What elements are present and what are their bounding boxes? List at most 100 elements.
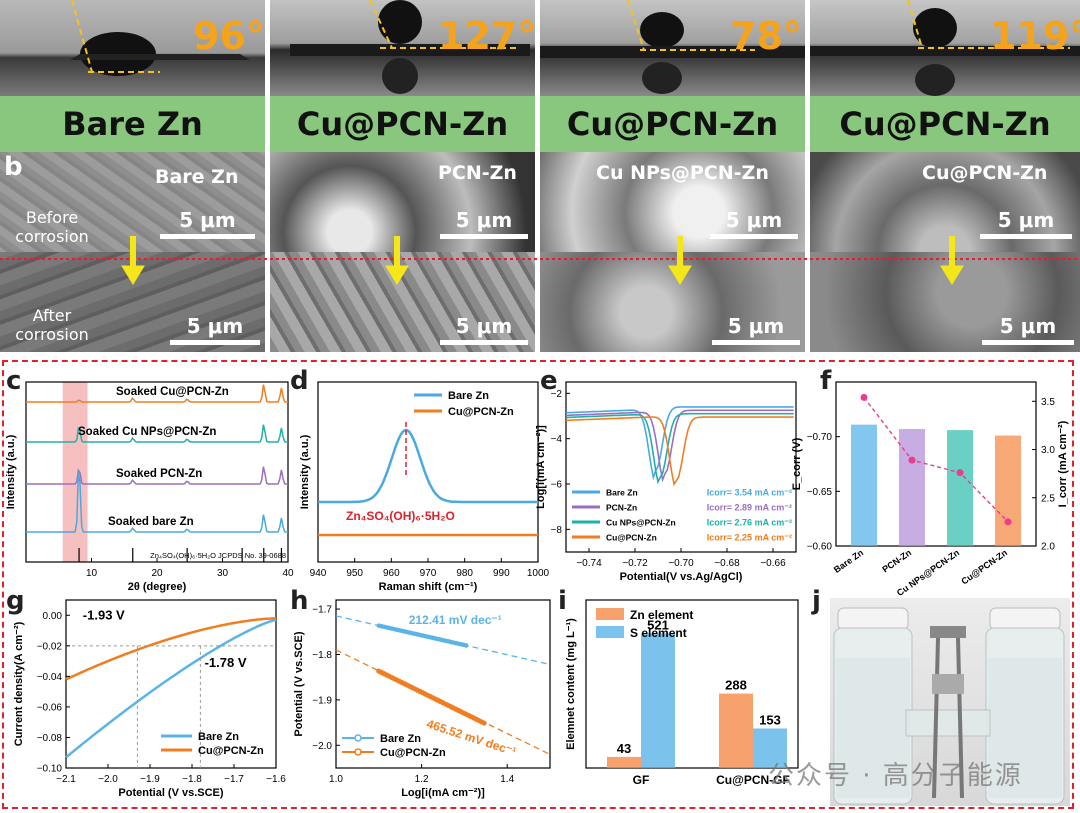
ecorr-bar bbox=[899, 429, 925, 546]
tafel-curve bbox=[565, 412, 794, 485]
element-bar bbox=[607, 756, 641, 768]
x-tick-label: −1.9 bbox=[140, 774, 160, 785]
y-tick-label: −0.10 bbox=[37, 764, 63, 775]
plot-frame bbox=[335, 599, 551, 769]
x-tick-label: −0.74 bbox=[576, 558, 602, 569]
y-tick-label: −1.7 bbox=[312, 605, 332, 616]
series-label: Soaked PCN-Zn bbox=[116, 468, 202, 480]
y-tick-label: −0.08 bbox=[37, 733, 63, 744]
x-axis-label: Log[i(mA cm⁻²)] bbox=[401, 787, 485, 799]
legend-label: Bare Zn bbox=[380, 733, 421, 745]
legend-label: Zn element bbox=[630, 608, 693, 622]
x-tick-label: −0.66 bbox=[760, 558, 786, 569]
contact-angle-value-4: 119° bbox=[990, 14, 1080, 58]
y-tick-label: −8 bbox=[551, 525, 563, 536]
data-point bbox=[463, 643, 469, 648]
peak-annotation: Zn₄SO₄(OH)₆·5H₂O bbox=[346, 509, 455, 523]
legend-label: Cu NPs@PCN-Zn bbox=[606, 518, 676, 528]
y-axis-label: E_corr (V) bbox=[791, 437, 803, 490]
panel-label-g: g bbox=[6, 586, 25, 616]
y-tick-label: −0.65 bbox=[807, 487, 833, 498]
ecorr-bar bbox=[851, 424, 877, 546]
lsv-curve bbox=[65, 617, 277, 681]
plot-frame bbox=[65, 599, 277, 769]
panel-label-i: i bbox=[558, 586, 567, 616]
scale-bar-2b: 5 μm bbox=[440, 314, 528, 345]
sem-name-3: Cu NPs@PCN-Zn bbox=[596, 162, 769, 184]
bar-value-label: 153 bbox=[759, 712, 781, 727]
sample-label-2: Cu@PCN-Zn bbox=[270, 96, 535, 152]
legend-label: PCN-Zn bbox=[606, 503, 637, 513]
x-tick-label: 970 bbox=[420, 568, 437, 579]
legend-label: Bare Zn bbox=[606, 488, 638, 498]
x-tick-label: 10 bbox=[86, 568, 98, 579]
y-tick-label: 3.5 bbox=[1041, 397, 1055, 408]
data-point bbox=[481, 720, 487, 726]
icorr-label: Icorr= 3.54 mA cm⁻² bbox=[707, 488, 792, 498]
legend-label: Cu@PCN-Zn bbox=[198, 745, 264, 757]
x-axis-label: Raman shift (cm⁻¹) bbox=[379, 581, 478, 593]
x-tick-label: −1.8 bbox=[182, 774, 202, 785]
sample-label-1: Bare Zn bbox=[0, 96, 265, 152]
category-label: Bare Zn bbox=[832, 547, 865, 574]
scale-bar-1b: 5 μm bbox=[170, 314, 260, 345]
x-tick-label: −0.68 bbox=[714, 558, 740, 569]
y-tick-label: −0.06 bbox=[37, 702, 63, 713]
x-tick-label: 950 bbox=[346, 568, 363, 579]
y-tick-label: −0.04 bbox=[37, 672, 63, 683]
scale-bar-label: 5 μm bbox=[455, 314, 513, 338]
plot-frame bbox=[835, 381, 1037, 547]
contact-angle-value-2: 127° bbox=[438, 14, 537, 58]
sem-name-4: Cu@PCN-Zn bbox=[922, 162, 1048, 184]
icorr-point bbox=[860, 393, 868, 401]
legend-swatch bbox=[596, 608, 624, 620]
scale-bar-label: 5 μm bbox=[999, 314, 1057, 338]
x-tick-label: −2.1 bbox=[56, 774, 76, 785]
panel-label-h: h bbox=[290, 586, 309, 616]
y-tick-label: −6 bbox=[551, 480, 563, 491]
sample-label-3: Cu@PCN-Zn bbox=[540, 96, 805, 152]
y-tick-label: −0.02 bbox=[37, 641, 63, 652]
y-tick-label: −0.60 bbox=[807, 542, 833, 553]
x-tick-label: 1.0 bbox=[329, 774, 343, 785]
legend-swatch bbox=[596, 626, 624, 638]
series-label: Soaked bare Zn bbox=[108, 516, 194, 528]
x-tick-label: 980 bbox=[456, 568, 473, 579]
panel-label-c: c bbox=[6, 366, 22, 396]
legend-marker bbox=[354, 734, 362, 742]
element-bar bbox=[753, 728, 787, 768]
x-tick-label: 940 bbox=[310, 568, 327, 579]
icorr-line bbox=[863, 397, 1009, 523]
sem-image-2 bbox=[270, 152, 535, 352]
bar-value-label: 288 bbox=[725, 678, 747, 693]
scale-bar-4a: 5 μm bbox=[980, 208, 1072, 239]
x-tick-label: 30 bbox=[217, 568, 229, 579]
bar-value-label: 43 bbox=[617, 741, 631, 756]
element-bar bbox=[719, 693, 753, 768]
tafel-curve bbox=[565, 416, 794, 487]
annotation-label: -1.78 V bbox=[205, 655, 247, 670]
y-axis-label: Intensity (a.u.) bbox=[299, 434, 311, 509]
raman-curve bbox=[318, 428, 538, 504]
y-tick-label: 0.00 bbox=[43, 611, 63, 622]
x-tick-label: −1.6 bbox=[266, 774, 286, 785]
y-tick-label: −1.8 bbox=[312, 650, 332, 661]
panel-label-e: e bbox=[540, 366, 558, 396]
scale-bar-1a: 5 μm bbox=[160, 208, 255, 239]
after-corrosion-label: After corrosion bbox=[15, 306, 89, 344]
contact-angle-value-1: 96° bbox=[193, 14, 265, 58]
sample-label-4: Cu@PCN-Zn bbox=[810, 96, 1080, 152]
icorr-label: Icorr= 2.25 mA cm⁻² bbox=[707, 533, 792, 543]
icorr-point bbox=[908, 456, 916, 464]
panel-label-j: j bbox=[812, 586, 821, 616]
x-axis-label: 2θ (degree) bbox=[128, 581, 187, 593]
legend-marker bbox=[354, 748, 362, 756]
bar-value-label: 521 bbox=[647, 617, 669, 632]
element-bar bbox=[641, 633, 675, 768]
annotation-label: -1.93 V bbox=[83, 607, 125, 622]
scale-bar-label: 5 μm bbox=[727, 314, 785, 338]
reference-label: Zn₄SO₄(OH)₆·5H₂O JCPDS No. 39-0688 bbox=[150, 551, 286, 560]
tafel-curve bbox=[565, 406, 794, 481]
x-tick-label: 40 bbox=[282, 568, 294, 579]
